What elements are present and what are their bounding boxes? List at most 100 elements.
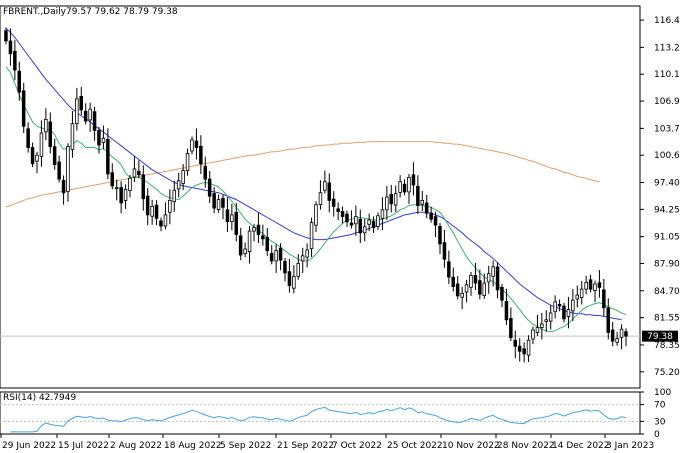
candle-body xyxy=(159,220,163,227)
candle-body xyxy=(21,90,26,127)
candle-body xyxy=(615,338,619,343)
candle-body xyxy=(207,178,212,197)
long-moving-average-line xyxy=(5,141,600,208)
time-tick-label: 5 Sep 2022 xyxy=(220,441,271,451)
candles xyxy=(4,27,628,363)
candle-body xyxy=(385,196,389,211)
candle-body xyxy=(261,235,265,240)
candle-body xyxy=(531,329,535,340)
candle-body xyxy=(66,146,70,192)
candle-body xyxy=(123,188,128,201)
candle-body xyxy=(513,339,518,347)
candle-body xyxy=(48,121,53,148)
candle-body xyxy=(114,187,119,190)
candle-body xyxy=(433,216,438,226)
candle-body xyxy=(548,312,553,322)
candle-body xyxy=(398,181,402,193)
candle-body xyxy=(230,214,234,223)
candle-body xyxy=(194,140,199,148)
candle-body xyxy=(119,187,123,204)
candle-body xyxy=(522,348,526,355)
candle-body xyxy=(265,237,269,252)
candle-body xyxy=(185,153,190,172)
candle-body xyxy=(287,271,292,287)
ohlc-readout: 79.57 79.62 78.79 79.38 xyxy=(66,7,178,17)
candle-body xyxy=(411,174,416,186)
candle-body xyxy=(420,199,424,205)
time-tick-label: 29 Jun 2022 xyxy=(2,441,56,451)
candle-body xyxy=(566,309,571,317)
price-tick-label: 106.95 xyxy=(654,97,680,107)
candle-body xyxy=(535,327,540,333)
candle-body xyxy=(141,174,145,200)
rsi-panel-frame xyxy=(0,391,641,435)
candle-body xyxy=(340,211,345,217)
candle-body xyxy=(429,212,433,220)
candle-body xyxy=(562,305,566,320)
candle-body xyxy=(579,288,584,299)
candle-body xyxy=(526,339,531,356)
candle-body xyxy=(624,331,628,337)
price-tick-label: 103.75 xyxy=(654,124,680,134)
time-tick-label: 14 Dec 2022 xyxy=(552,441,610,451)
candle-body xyxy=(300,255,305,262)
candle-body xyxy=(57,161,61,180)
price-tick-label: 81.55 xyxy=(654,314,680,324)
candle-body xyxy=(460,292,464,298)
candle-body xyxy=(8,40,13,55)
candle-body xyxy=(323,181,327,191)
rsi-axis: 100 70 30 0 xyxy=(640,388,671,440)
time-tick-label: 28 Nov 2022 xyxy=(497,441,555,451)
price-axis: 116.45 113.25 110.10 106.95 103.75 100.60 97.4… xyxy=(640,16,680,378)
candle-body xyxy=(238,235,243,256)
price-tick-label: 116.45 xyxy=(654,16,680,26)
symbol-label: FBRENT.,Daily xyxy=(3,7,67,17)
candle-body xyxy=(79,96,84,111)
current-price-box xyxy=(642,330,678,342)
candle-body xyxy=(442,242,447,260)
price-tick-label: 94.25 xyxy=(654,205,680,215)
candle-body xyxy=(500,286,504,301)
candle-body xyxy=(44,119,48,133)
candle-body xyxy=(407,176,411,193)
candle-body xyxy=(181,170,185,184)
candle-body xyxy=(362,226,367,234)
candle-body xyxy=(39,132,44,157)
candle-body xyxy=(447,261,451,278)
candle-body xyxy=(478,280,482,295)
candle-body xyxy=(495,266,500,291)
candle-body xyxy=(593,283,597,291)
candle-body xyxy=(4,30,8,42)
slow-moving-average-line xyxy=(5,27,622,321)
price-tick-label: 75.20 xyxy=(654,368,680,378)
candle-body xyxy=(571,299,575,312)
candle-body xyxy=(110,172,115,187)
candle-body xyxy=(106,138,110,175)
candle-body xyxy=(451,276,455,288)
candle-body xyxy=(145,195,150,216)
candle-body xyxy=(584,281,588,290)
candle-body xyxy=(17,70,21,93)
price-tick-label: 78.35 xyxy=(654,341,680,351)
candle-body xyxy=(52,146,57,165)
candle-body xyxy=(61,179,66,194)
candle-body xyxy=(199,145,203,165)
price-tick-label: 110.10 xyxy=(654,70,680,80)
candle-body xyxy=(610,329,615,342)
candle-body xyxy=(354,216,358,225)
candle-body xyxy=(557,303,562,307)
candle-body xyxy=(358,218,362,234)
candle-body xyxy=(491,266,495,277)
rsi-tick-label: 30 xyxy=(654,417,666,427)
candle-body xyxy=(318,192,323,205)
candle-body xyxy=(575,294,580,300)
candle-body xyxy=(393,193,398,206)
candle-body xyxy=(176,180,181,190)
time-tick-label: 7 Oct 2022 xyxy=(332,441,382,451)
candle-body xyxy=(292,275,296,289)
time-tick-label: 10 Nov 2022 xyxy=(442,441,500,451)
candle-body xyxy=(216,199,221,210)
time-tick-label: 3 Jan 2023 xyxy=(606,441,654,451)
